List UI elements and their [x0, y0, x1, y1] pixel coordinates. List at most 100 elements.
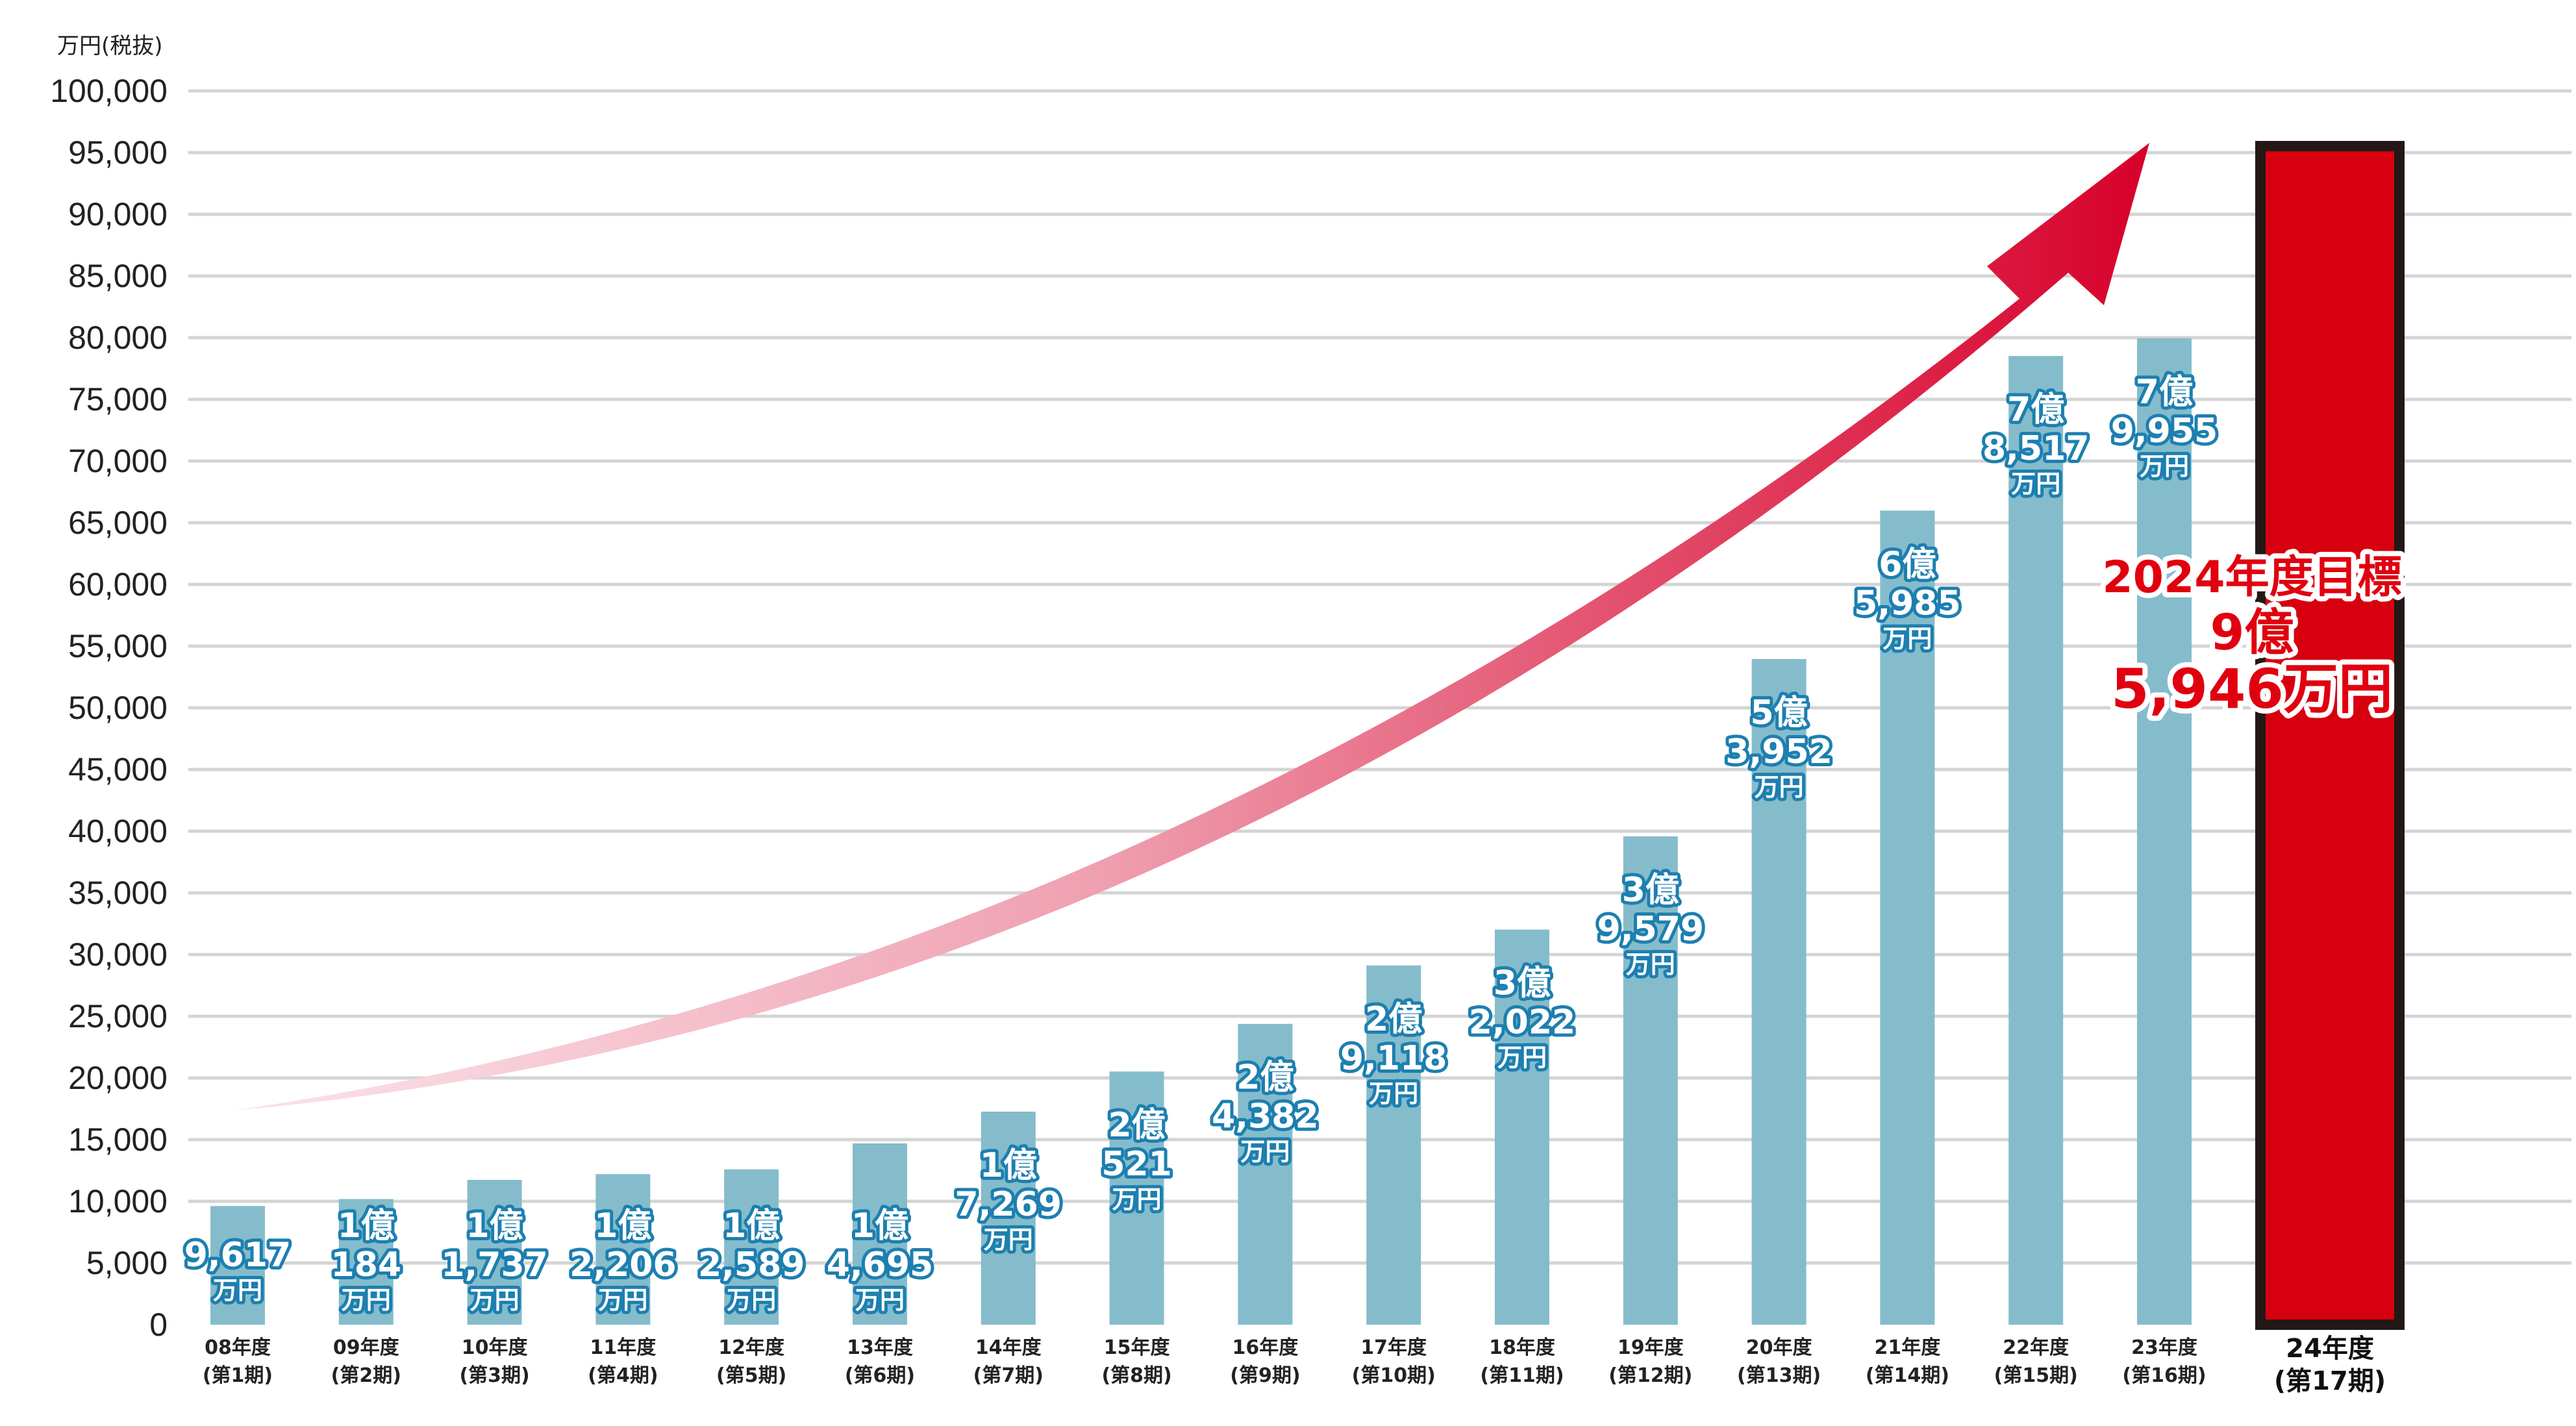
data-label: 184	[331, 1245, 402, 1284]
x-tick-label: 18年度	[1489, 1336, 1555, 1359]
data-label: 万円	[1369, 1079, 1418, 1108]
x-tick-label: 16年度	[1232, 1336, 1299, 1359]
bar	[1366, 965, 1421, 1325]
data-label: 2,206	[569, 1245, 676, 1284]
x-tick-label: 11年度	[590, 1336, 657, 1359]
y-tick-label: 40,000	[68, 813, 168, 849]
y-tick-label: 25,000	[68, 998, 168, 1034]
data-label: 7億	[2007, 390, 2064, 429]
y-tick-label: 70,000	[68, 443, 168, 479]
data-label: 1億	[723, 1207, 780, 1245]
bar	[1880, 510, 1935, 1325]
bar	[210, 1206, 265, 1325]
data-label: 6億	[1879, 545, 1936, 584]
bar	[1495, 929, 1549, 1325]
data-label: 万円	[470, 1286, 519, 1314]
data-label: 521	[1101, 1145, 1172, 1184]
x-tick-sublabel: (第14期)	[1866, 1364, 1949, 1387]
x-tick-label: 19年度	[1618, 1336, 1684, 1359]
data-label: 2,589	[698, 1245, 805, 1284]
bar	[1751, 658, 1807, 1325]
x-tick-sublabel: (第1期)	[203, 1364, 273, 1387]
y-tick-label: 45,000	[68, 751, 168, 788]
data-label: 3,952	[1725, 732, 1832, 771]
data-label: 4,695	[827, 1245, 933, 1284]
data-label: 1,737	[441, 1245, 547, 1284]
bar	[1623, 836, 1678, 1325]
bar	[724, 1169, 779, 1325]
y-tick-label: 80,000	[68, 319, 168, 356]
x-tick-label: 09年度	[333, 1336, 399, 1359]
data-label: 万円	[855, 1286, 905, 1314]
x-tick-label: 14年度	[975, 1336, 1042, 1359]
data-label: 万円	[727, 1286, 776, 1314]
bars	[210, 141, 2405, 1330]
bar	[2008, 356, 2064, 1325]
bar	[1238, 1023, 1293, 1325]
x-tick-sublabel: (第3期)	[459, 1364, 529, 1387]
data-label: 9,617	[184, 1236, 291, 1275]
data-label: 3億	[1622, 871, 1679, 910]
data-label: 9,118	[1340, 1039, 1447, 1078]
data-label: 7,269	[955, 1185, 1062, 1224]
x-tick-sublabel: (第10期)	[1352, 1364, 1436, 1387]
data-label: 万円	[1497, 1044, 1547, 1072]
data-label: 万円	[2011, 469, 2060, 498]
y-tick-label: 55,000	[68, 628, 168, 664]
data-label: 万円	[342, 1286, 391, 1314]
bar	[1109, 1071, 1164, 1325]
x-tick-label: 15年度	[1104, 1336, 1170, 1359]
x-tick-sublabel: (第9期)	[1230, 1364, 1300, 1387]
x-tick-label: 23年度	[2131, 1336, 2197, 1359]
x-tick-sublabel: (第13期)	[1737, 1364, 1821, 1387]
x-tick-label: 17年度	[1360, 1336, 1427, 1359]
data-label: 1億	[338, 1207, 395, 1245]
bar	[338, 1199, 394, 1325]
data-label: 9,579	[1597, 910, 1704, 949]
y-tick-label: 100,000	[50, 73, 168, 109]
x-tick-sublabel: (第4期)	[588, 1364, 658, 1387]
y-tick-label: 0	[149, 1307, 168, 1343]
x-tick-label: 21年度	[1875, 1336, 1941, 1359]
y-axis: 0 5,000 10,000 15,000 20,000 25,000 30,000 35,0…	[50, 73, 168, 1343]
x-axis-categories: 08年度 (第1期) 09年度 (第2期) 10年度 (第3期) 11年度 (第4期) 12年度…	[203, 1334, 2386, 1396]
y-tick-label: 60,000	[68, 566, 168, 603]
bar	[595, 1174, 651, 1325]
target-label: 5,946万円	[2111, 657, 2393, 721]
data-label: 万円	[1112, 1185, 1162, 1214]
x-tick-label: 24年度	[2286, 1334, 2374, 1364]
x-tick-label: 10年度	[462, 1336, 528, 1359]
data-label: 万円	[598, 1286, 647, 1314]
data-label: 1億	[851, 1207, 908, 1245]
y-tick-label: 20,000	[68, 1060, 168, 1096]
data-label: 2,022	[1469, 1003, 1575, 1042]
target-label: 9億	[2210, 603, 2294, 661]
y-tick-label: 75,000	[68, 381, 168, 418]
bar	[467, 1179, 522, 1325]
data-label: 2億	[1365, 1000, 1422, 1039]
x-tick-label: 08年度	[205, 1336, 271, 1359]
data-label: 2億	[1236, 1058, 1294, 1097]
bar	[2137, 338, 2192, 1325]
data-label: 万円	[1626, 950, 1675, 979]
data-label: 万円	[2140, 452, 2189, 481]
x-tick-label: 22年度	[2003, 1336, 2069, 1359]
y-tick-label: 5,000	[86, 1245, 168, 1281]
y-tick-label: 50,000	[68, 690, 168, 726]
y-tick-label: 30,000	[68, 936, 168, 973]
data-label: 1億	[594, 1207, 651, 1245]
data-label: 1億	[466, 1207, 523, 1245]
data-label: 8,517	[1982, 429, 2089, 468]
data-label: 9,955	[2111, 412, 2218, 451]
x-tick-sublabel: (第11期)	[1480, 1364, 1564, 1387]
x-tick-sublabel: (第16期)	[2122, 1364, 2206, 1387]
data-label: 5,985	[1854, 584, 1960, 623]
y-tick-label: 10,000	[68, 1183, 168, 1220]
data-label: 万円	[1882, 624, 1932, 653]
x-tick-sublabel: (第17期)	[2274, 1366, 2386, 1396]
x-tick-sublabel: (第8期)	[1101, 1364, 1171, 1387]
data-label: 万円	[1755, 773, 1804, 801]
x-tick-label: 20年度	[1746, 1336, 1812, 1359]
y-tick-label: 85,000	[68, 258, 168, 294]
